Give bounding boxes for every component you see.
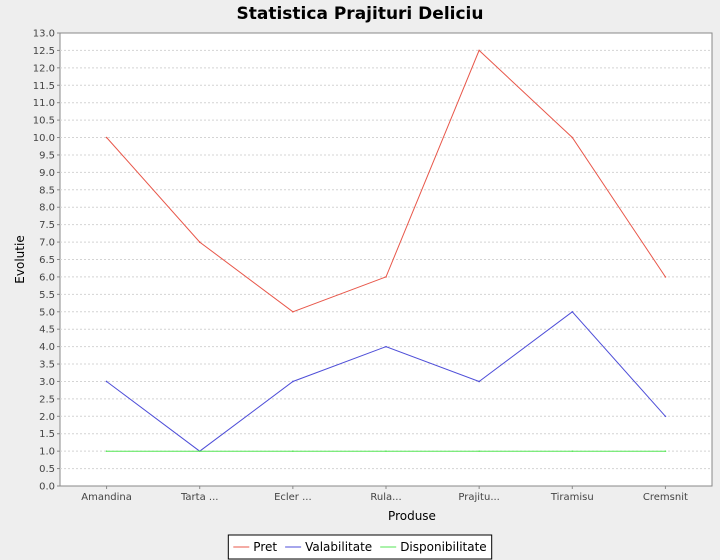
chart-title: Statistica Prajituri Deliciu [237,4,484,24]
y-tick-label: 2.5 [39,394,55,405]
y-tick-label: 8.5 [39,185,55,196]
legend: Pret Valabilitate Disponibilitate [227,534,493,560]
x-tick-label: Amandina [81,492,132,503]
y-tick-label: 1.0 [39,447,55,458]
y-tick-label: 8.0 [39,203,55,214]
data-point [198,241,201,243]
data-point [105,136,108,139]
y-tick-label: 3.0 [39,377,55,388]
data-point [664,415,667,418]
x-tick-label: Cremsnit [643,492,688,503]
legend-label: Pret [253,540,277,554]
y-tick-label: 0.0 [39,482,55,493]
y-tick-label: 9.5 [39,150,55,161]
data-point [292,310,294,313]
data-point [478,450,480,452]
y-tick-label: 1.5 [39,429,55,440]
data-point [292,450,294,452]
y-tick-label: 10.0 [33,133,55,144]
y-tick-label: 3.5 [39,360,55,371]
x-tick-label: Ecler ... [274,492,312,503]
y-tick-label: 12.5 [33,46,55,57]
y-axis-ticks: 0.0 0.5 1.0 1.5 2.0 2.5 3.0 3.5 4.0 4.5 5.0 5.5 6.0 6… [33,29,60,493]
data-point [571,136,574,139]
legend-label: Valabilitate [305,540,372,554]
y-tick-label: 9.0 [39,168,55,179]
y-tick-label: 5.5 [39,290,55,301]
x-tick-label: Rula... [370,492,401,503]
data-point [478,49,480,52]
y-tick-label: 13.0 [33,29,55,40]
data-point [385,450,387,452]
data-point [105,450,108,452]
x-tick-label: Prajitu... [458,492,499,503]
y-tick-label: 5.0 [39,307,55,318]
x-axis-label: Produse [388,509,436,523]
data-point [478,380,480,383]
y-tick-label: 11.5 [33,81,55,92]
data-point [664,450,667,452]
y-tick-label: 4.0 [39,342,55,353]
data-point [571,310,574,313]
y-tick-label: 7.5 [39,220,55,231]
legend-box [227,534,493,560]
data-point [385,345,387,348]
data-point [571,450,574,452]
data-point [198,450,201,452]
data-point [664,276,667,278]
y-tick-label: 6.0 [39,272,55,283]
y-tick-label: 10.5 [33,116,55,127]
data-point [105,380,108,383]
y-tick-label: 2.0 [39,412,55,423]
y-tick-label: 6.5 [39,255,55,266]
series-lines [105,49,667,452]
legend-item: Disponibilitate [380,540,487,554]
data-point [385,276,387,278]
legend-label: Disponibilitate [400,540,487,554]
x-tick-label: Tiramisu [550,492,594,503]
x-tick-label: Tarta ... [180,492,218,503]
y-tick-label: 7.0 [39,238,55,249]
data-point [292,380,294,383]
y-tick-label: 12.0 [33,63,55,74]
y-tick-label: 4.5 [39,325,55,336]
y-tick-label: 11.0 [33,98,55,109]
y-axis-label: Evolutie [13,235,27,283]
legend-item: Valabilitate [285,540,372,554]
y-tick-label: 0.5 [39,464,55,475]
legend-item: Pret [233,540,277,554]
x-axis-ticks: Amandina Tarta ... Ecler ... Rula... Prajitu… [81,486,688,503]
